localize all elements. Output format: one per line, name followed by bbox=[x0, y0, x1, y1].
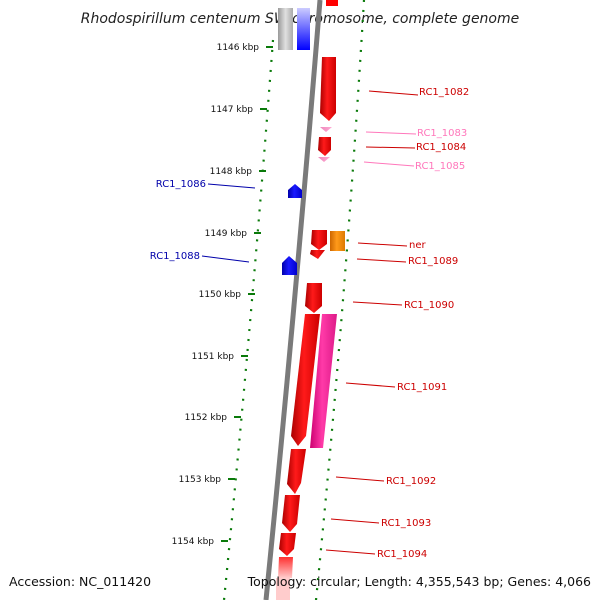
gene-arrow-rc1-1082[interactable] bbox=[320, 57, 336, 121]
gene-arrow-rc1-1086[interactable] bbox=[288, 184, 302, 198]
gene-labels: RC1_1082 RC1_1083 RC1_1084 RC1_1085 RC1_1086… bbox=[150, 87, 470, 560]
grey-gene-block bbox=[278, 8, 293, 50]
gene-arrow-rc1-1083[interactable] bbox=[320, 127, 332, 132]
gene-label-rc1-1091[interactable]: RC1_1091 bbox=[397, 382, 447, 393]
gene-arrow-rc1-1091[interactable] bbox=[310, 314, 337, 448]
scale-tick-label: 1153 kbp bbox=[179, 475, 222, 485]
scale-tick-label: 1148 kbp bbox=[210, 167, 253, 177]
gene-arrow-rc1-1094[interactable] bbox=[279, 533, 296, 556]
pink-gene-fragment-bottom bbox=[276, 578, 290, 600]
gene-arrow-unlabeled bbox=[278, 557, 293, 578]
gene-label-rc1-1088[interactable]: RC1_1088 bbox=[150, 251, 200, 262]
gene-arrow-rc1-1090[interactable] bbox=[305, 283, 322, 313]
gene-arrow-unlabeled bbox=[291, 314, 320, 446]
chromosome-backbone bbox=[263, 0, 323, 600]
gene-label-rc1-1089[interactable]: RC1_1089 bbox=[408, 256, 458, 267]
topology-text: Topology: circular; Length: 4,355,543 bp… bbox=[247, 574, 591, 589]
gene-arrow-rc1-1085[interactable] bbox=[318, 157, 330, 162]
accession-text: Accession: NC_011420 bbox=[9, 574, 151, 589]
map-background-features bbox=[276, 0, 338, 600]
gene-label-rc1-1082[interactable]: RC1_1082 bbox=[419, 87, 469, 98]
blue-gene-fragment-top bbox=[297, 8, 310, 50]
gene-label-rc1-1093[interactable]: RC1_1093 bbox=[381, 518, 431, 529]
gene-label-leader bbox=[335, 476, 385, 482]
gene-arrow-rc1-1092[interactable] bbox=[287, 449, 306, 494]
gene-label-leader bbox=[356, 258, 407, 263]
gene-arrow-rc1-1084[interactable] bbox=[318, 137, 331, 156]
gene-arrow-rc1-1089[interactable] bbox=[311, 230, 327, 250]
scale-ticks: 1146 kbp 1147 kbp 1148 kbp 1149 kbp 1150 kbp… bbox=[172, 43, 273, 547]
gene-label-rc1-1084[interactable]: RC1_1084 bbox=[416, 142, 466, 153]
gene-arrow-rc1-1093[interactable] bbox=[282, 495, 300, 532]
outer-scale-line bbox=[314, 0, 366, 600]
scale-tick-label: 1150 kbp bbox=[199, 290, 242, 300]
gene-label-rc1-1090[interactable]: RC1_1090 bbox=[404, 300, 454, 311]
gene-label-rc1-1083[interactable]: RC1_1083 bbox=[417, 128, 467, 139]
scale-tick-label: 1149 kbp bbox=[205, 229, 248, 239]
scale-tick-label: 1151 kbp bbox=[192, 352, 235, 362]
gene-label-leader bbox=[345, 382, 396, 388]
gene-label-leader bbox=[330, 518, 380, 524]
scale-dotted-lines bbox=[222, 0, 366, 600]
gene-label-leader bbox=[365, 146, 416, 149]
gene-label-ner[interactable]: ner bbox=[409, 240, 426, 251]
gene-label-leader bbox=[368, 90, 419, 96]
gene-label-leader bbox=[207, 183, 256, 189]
red-gene-fragment-top bbox=[326, 0, 338, 6]
gene-label-leader bbox=[357, 242, 408, 247]
scale-tick-label: 1147 kbp bbox=[211, 105, 254, 115]
gene-label-leader bbox=[352, 301, 403, 306]
gene-label-leader bbox=[363, 161, 415, 167]
gene-label-rc1-1094[interactable]: RC1_1094 bbox=[377, 549, 427, 560]
gene-label-leader bbox=[365, 131, 417, 135]
gene-label-rc1-1092[interactable]: RC1_1092 bbox=[386, 476, 436, 487]
scale-tick-label: 1146 kbp bbox=[217, 43, 260, 53]
gene-label-rc1-1085[interactable]: RC1_1085 bbox=[415, 161, 465, 172]
scale-tick-label: 1152 kbp bbox=[185, 413, 228, 423]
gene-label-leader bbox=[325, 549, 376, 555]
gene-arrow-ner[interactable] bbox=[330, 231, 345, 251]
gene-arrow-rc1-1089-part[interactable] bbox=[310, 250, 325, 259]
gene-label-leader bbox=[201, 255, 250, 263]
gene-features bbox=[278, 57, 345, 578]
scale-tick-label: 1154 kbp bbox=[172, 537, 215, 547]
inner-scale-line bbox=[222, 39, 275, 600]
gene-label-rc1-1086[interactable]: RC1_1086 bbox=[156, 179, 206, 190]
gene-arrow-rc1-1088[interactable] bbox=[282, 256, 297, 275]
